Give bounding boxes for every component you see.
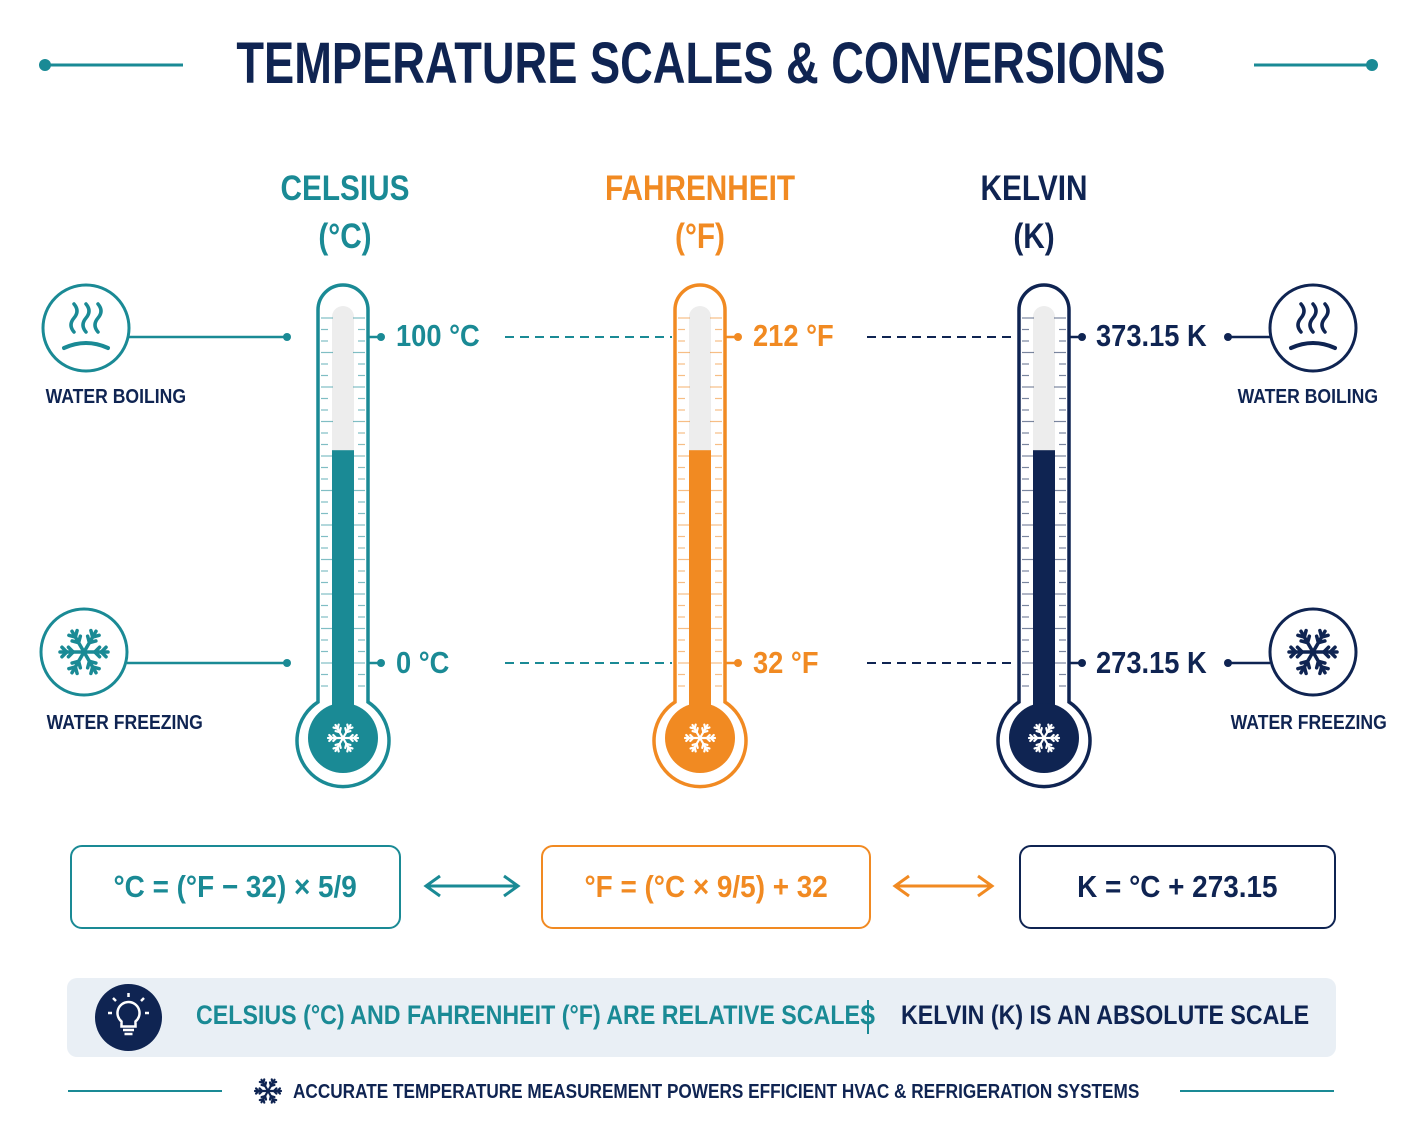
footer-text: ACCURATE TEMPERATURE MEASUREMENT POWERS … <box>293 1080 1140 1103</box>
fahrenheit-heading: FAHRENHEIT (°F) <box>573 165 828 261</box>
right-freezing-snowflake-icon <box>1268 607 1358 697</box>
kelvin-fill-level <box>1033 450 1055 718</box>
fahrenheit-bulb-snowflake-icon <box>683 723 717 753</box>
note-absolute-scale: KELVIN (K) IS AN ABSOLUTE SCALE <box>901 1000 1310 1030</box>
footer-snowflake-icon <box>253 1078 283 1104</box>
left-boiling-label: WATER BOILING <box>45 386 187 408</box>
left-freezing-label: WATER FREEZING <box>46 712 203 734</box>
celsius-unit: (°C) <box>318 217 372 256</box>
fahrenheit-freezing-reading: 32 °F <box>753 645 819 680</box>
fahrenheit-boiling-reading: 212 °F <box>753 318 834 353</box>
kelvin-name: KELVIN <box>980 169 1088 208</box>
footer: ACCURATE TEMPERATURE MEASUREMENT POWERS … <box>293 1077 1277 1107</box>
fahrenheit-unit: (°F) <box>675 217 725 256</box>
title-decoration-left <box>39 59 183 71</box>
formula-celsius: °C = (°F − 32) × 5/9 <box>70 845 401 929</box>
right-boiling-label: WATER BOILING <box>1237 386 1379 408</box>
note-relative-scales: CELSIUS (°C) AND FAHRENHEIT (°F) ARE REL… <box>196 1000 876 1030</box>
celsius-thermometer <box>295 283 391 789</box>
fahrenheit-fill-level <box>689 450 711 718</box>
kelvin-thermometer <box>996 283 1092 789</box>
celsius-freezing-reading: 0 °C <box>396 645 450 680</box>
fahrenheit-name: FAHRENHEIT <box>604 169 796 208</box>
page-title: TEMPERATURE SCALES & CONVERSIONS <box>236 31 1166 96</box>
celsius-name: CELSIUS <box>280 169 410 208</box>
formula-fahrenheit-text: °F = (°C × 9/5) + 32 <box>584 869 828 904</box>
kelvin-freezing-reading: 273.15 K <box>1096 645 1207 680</box>
formula-kelvin-text: K = °C + 273.15 <box>1077 869 1278 904</box>
double-arrow-icon-2 <box>892 874 995 898</box>
left-boiling-steam-icon <box>41 283 131 373</box>
celsius-boiling-reading: 100 °C <box>396 318 480 353</box>
formula-fahrenheit: °F = (°C × 9/5) + 32 <box>541 845 871 929</box>
celsius-fill-level <box>332 450 354 718</box>
celsius-heading: CELSIUS (°C) <box>218 165 473 261</box>
note-bar: CELSIUS (°C) AND FAHRENHEIT (°F) ARE REL… <box>67 978 1336 1057</box>
kelvin-bulb-snowflake-icon <box>1027 723 1061 753</box>
note-divider <box>867 1000 869 1034</box>
double-arrow-icon-1 <box>423 874 521 898</box>
kelvin-unit: (K) <box>1013 217 1055 256</box>
fahrenheit-thermometer <box>652 283 748 789</box>
lightbulb-icon <box>95 984 162 1051</box>
title-decoration-right <box>1254 59 1378 71</box>
kelvin-boiling-reading: 373.15 K <box>1096 318 1207 353</box>
kelvin-heading: KELVIN (K) <box>907 165 1162 261</box>
right-boiling-steam-icon <box>1268 283 1358 373</box>
formula-kelvin: K = °C + 273.15 <box>1019 845 1336 929</box>
left-freezing-snowflake-icon <box>39 607 129 697</box>
formula-celsius-text: °C = (°F − 32) × 5/9 <box>113 869 358 904</box>
celsius-bulb-snowflake-icon <box>326 723 360 753</box>
right-freezing-label: WATER FREEZING <box>1230 712 1387 734</box>
